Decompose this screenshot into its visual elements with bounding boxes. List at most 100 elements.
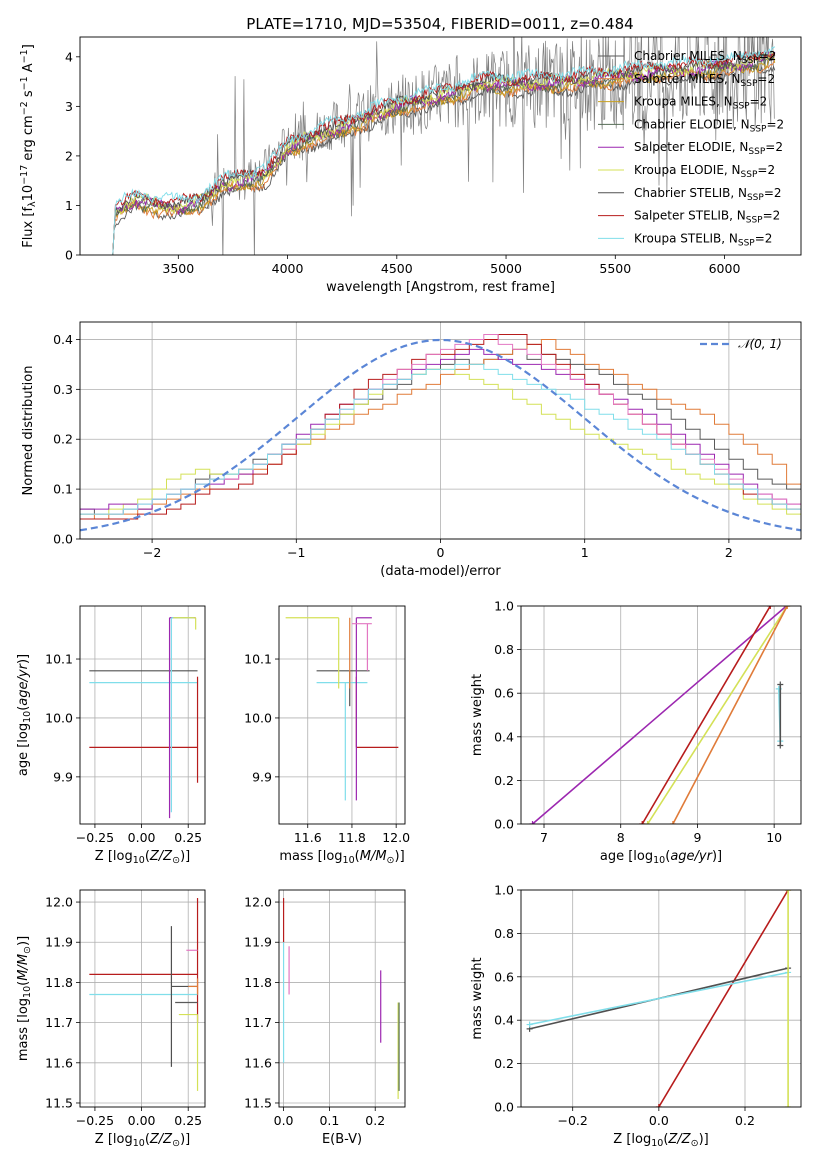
chart-mass_vs_Z: −0.25 0.00 0.25 11.5 11.6 11.7 11.8 11.9 12.0 Z [… (16, 889, 206, 1149)
legend-text: Salpeter STELIB, N (634, 209, 746, 223)
label-part: )] (699, 1132, 709, 1147)
y-tick-label: 0.0 (494, 1100, 514, 1115)
chart-weight_vs_Z: −0.2 0.0 0.2 0.0 0.2 0.4 0.6 0.8 1.0 Z [log10(Z/Z… (470, 883, 802, 1149)
label-part: ( (663, 1132, 668, 1147)
x-tick-label: 6000 (709, 261, 741, 276)
label-part: 10 (133, 855, 145, 866)
y-tick-label: 10.0 (244, 710, 272, 725)
label-part: mass weight (470, 957, 485, 1039)
label-part: Z [log (95, 849, 133, 864)
y-tick-label: 11.6 (244, 1055, 272, 1070)
x-tick-label: 3500 (162, 261, 194, 276)
label-part: A (21, 63, 36, 76)
legend-text: =2 (757, 163, 775, 177)
y-tick-label: 10.1 (45, 652, 73, 667)
legend-text: =2 (750, 95, 768, 109)
y-tick-label: 0.8 (494, 642, 514, 657)
y-tick-label: 11.9 (244, 935, 272, 950)
label-part: ( (16, 706, 31, 711)
y-tick-label: 0.3 (53, 382, 73, 397)
x-axis-label: mass [log10(M/M⊙)] (279, 849, 404, 866)
legend-text: Salpeter MILES, N (634, 72, 741, 86)
label-part: −1 (19, 49, 30, 63)
label-part: 10 (651, 1138, 663, 1149)
legend-entry: Kroupa ELODIE, NSSP=2 (634, 163, 775, 180)
label-part: )] (16, 654, 31, 664)
x-tick-label: 4500 (381, 261, 413, 276)
y-tick-label: 0.6 (494, 686, 514, 701)
legend-text: Chabrier MILES, N (634, 49, 742, 63)
plot-area (529, 606, 791, 824)
label-part: s (21, 90, 36, 101)
label-part: ⊙ (22, 946, 33, 954)
point-marker (655, 1104, 662, 1107)
axes-frame (520, 605, 802, 825)
normal-curve (80, 338, 801, 532)
y-tick-label: 0.2 (494, 1056, 514, 1071)
legend-entry: Chabrier MILES, NSSP=2 (634, 49, 776, 66)
legend-entry: Salpeter STELIB, NSSP=2 (634, 209, 780, 226)
label-part: )] (712, 849, 722, 864)
label-part: −2 (19, 101, 30, 115)
y-tick-label: 9.9 (53, 769, 73, 784)
weight-line (641, 606, 771, 824)
x-tick-label: 0.0 (649, 1113, 669, 1128)
y-tick-label: 9.9 (252, 769, 272, 784)
x-tick-label: −0.2 (558, 1113, 588, 1128)
point-marker (784, 606, 791, 609)
y-tick-label: 1.0 (494, 599, 514, 614)
label-part: Z [log (613, 1132, 651, 1147)
y-tick-label: 0.4 (494, 729, 514, 744)
label-part: −17 (19, 165, 30, 185)
plot-area (526, 890, 792, 1107)
legend-sub: SSP (742, 56, 759, 66)
plot-area (285, 617, 399, 801)
y-axis-label: Flux [fλ10−17 erg cm−2 s−1 A−1] (19, 44, 38, 248)
axes-frame (79, 321, 802, 540)
label-part: ⊙ (387, 855, 395, 866)
label-part: 10 (133, 1138, 145, 1149)
legend-text: =2 (759, 49, 777, 63)
legend-entry: Salpeter ELODIE, NSSP=2 (634, 140, 783, 157)
legend-text: Kroupa ELODIE, N (634, 163, 741, 177)
chart-residuals: −2 −1 0 1 2 0.0 0.1 0.2 0.3 0.4 (data-model)/error… (21, 321, 802, 579)
legend-sub: SSP (748, 147, 765, 157)
legend-sub: SSP (750, 124, 767, 134)
label-part: )] (180, 849, 190, 864)
x-tick-label: 12.0 (382, 830, 410, 845)
x-tick-label: 0.0 (274, 1113, 294, 1128)
legend-entry: 𝒩(0, 1) (738, 337, 782, 351)
axes-frame (278, 605, 406, 825)
x-tick-label: 8 (617, 830, 625, 845)
label-part: )] (180, 1132, 190, 1147)
y-tick-label: 0.1 (53, 482, 73, 497)
label-part: age [log (16, 723, 31, 776)
legend-sub: SSP (733, 102, 750, 112)
x-tick-label: 9 (693, 830, 701, 845)
x-tick-label: 1 (581, 545, 589, 560)
point-marker (639, 821, 646, 824)
legend-entry: Chabrier ELODIE, NSSP=2 (634, 117, 784, 134)
label-part: 10 (343, 855, 355, 866)
label-part: ( (145, 1132, 150, 1147)
label-part: 10 (21, 185, 36, 202)
y-tick-label: 0.6 (494, 969, 514, 984)
axes-frame (520, 889, 802, 1108)
legend-sub: SSP (746, 216, 763, 226)
label-part: ( (16, 981, 31, 986)
legend-text: Chabrier STELIB, N (634, 186, 747, 200)
y-tick-label: 10.1 (244, 652, 272, 667)
y-tick-label: 12.0 (244, 895, 272, 910)
legend-text: Chabrier ELODIE, N (634, 117, 750, 131)
label-part: mass [log (16, 998, 31, 1061)
y-tick-label: 11.7 (244, 1015, 272, 1030)
y-tick-label: 11.8 (45, 975, 73, 990)
x-axis-label: Z [log10(Z/Z⊙)] (95, 849, 190, 866)
legend-text: =2 (766, 117, 784, 131)
y-axis-label: mass weight (470, 957, 485, 1039)
x-tick-label: 0.1 (319, 1113, 339, 1128)
label-part: ( (355, 849, 360, 864)
label-part: 10 (22, 986, 33, 998)
plot-area (112, 37, 776, 255)
x-tick-label: 0.25 (174, 1113, 202, 1128)
